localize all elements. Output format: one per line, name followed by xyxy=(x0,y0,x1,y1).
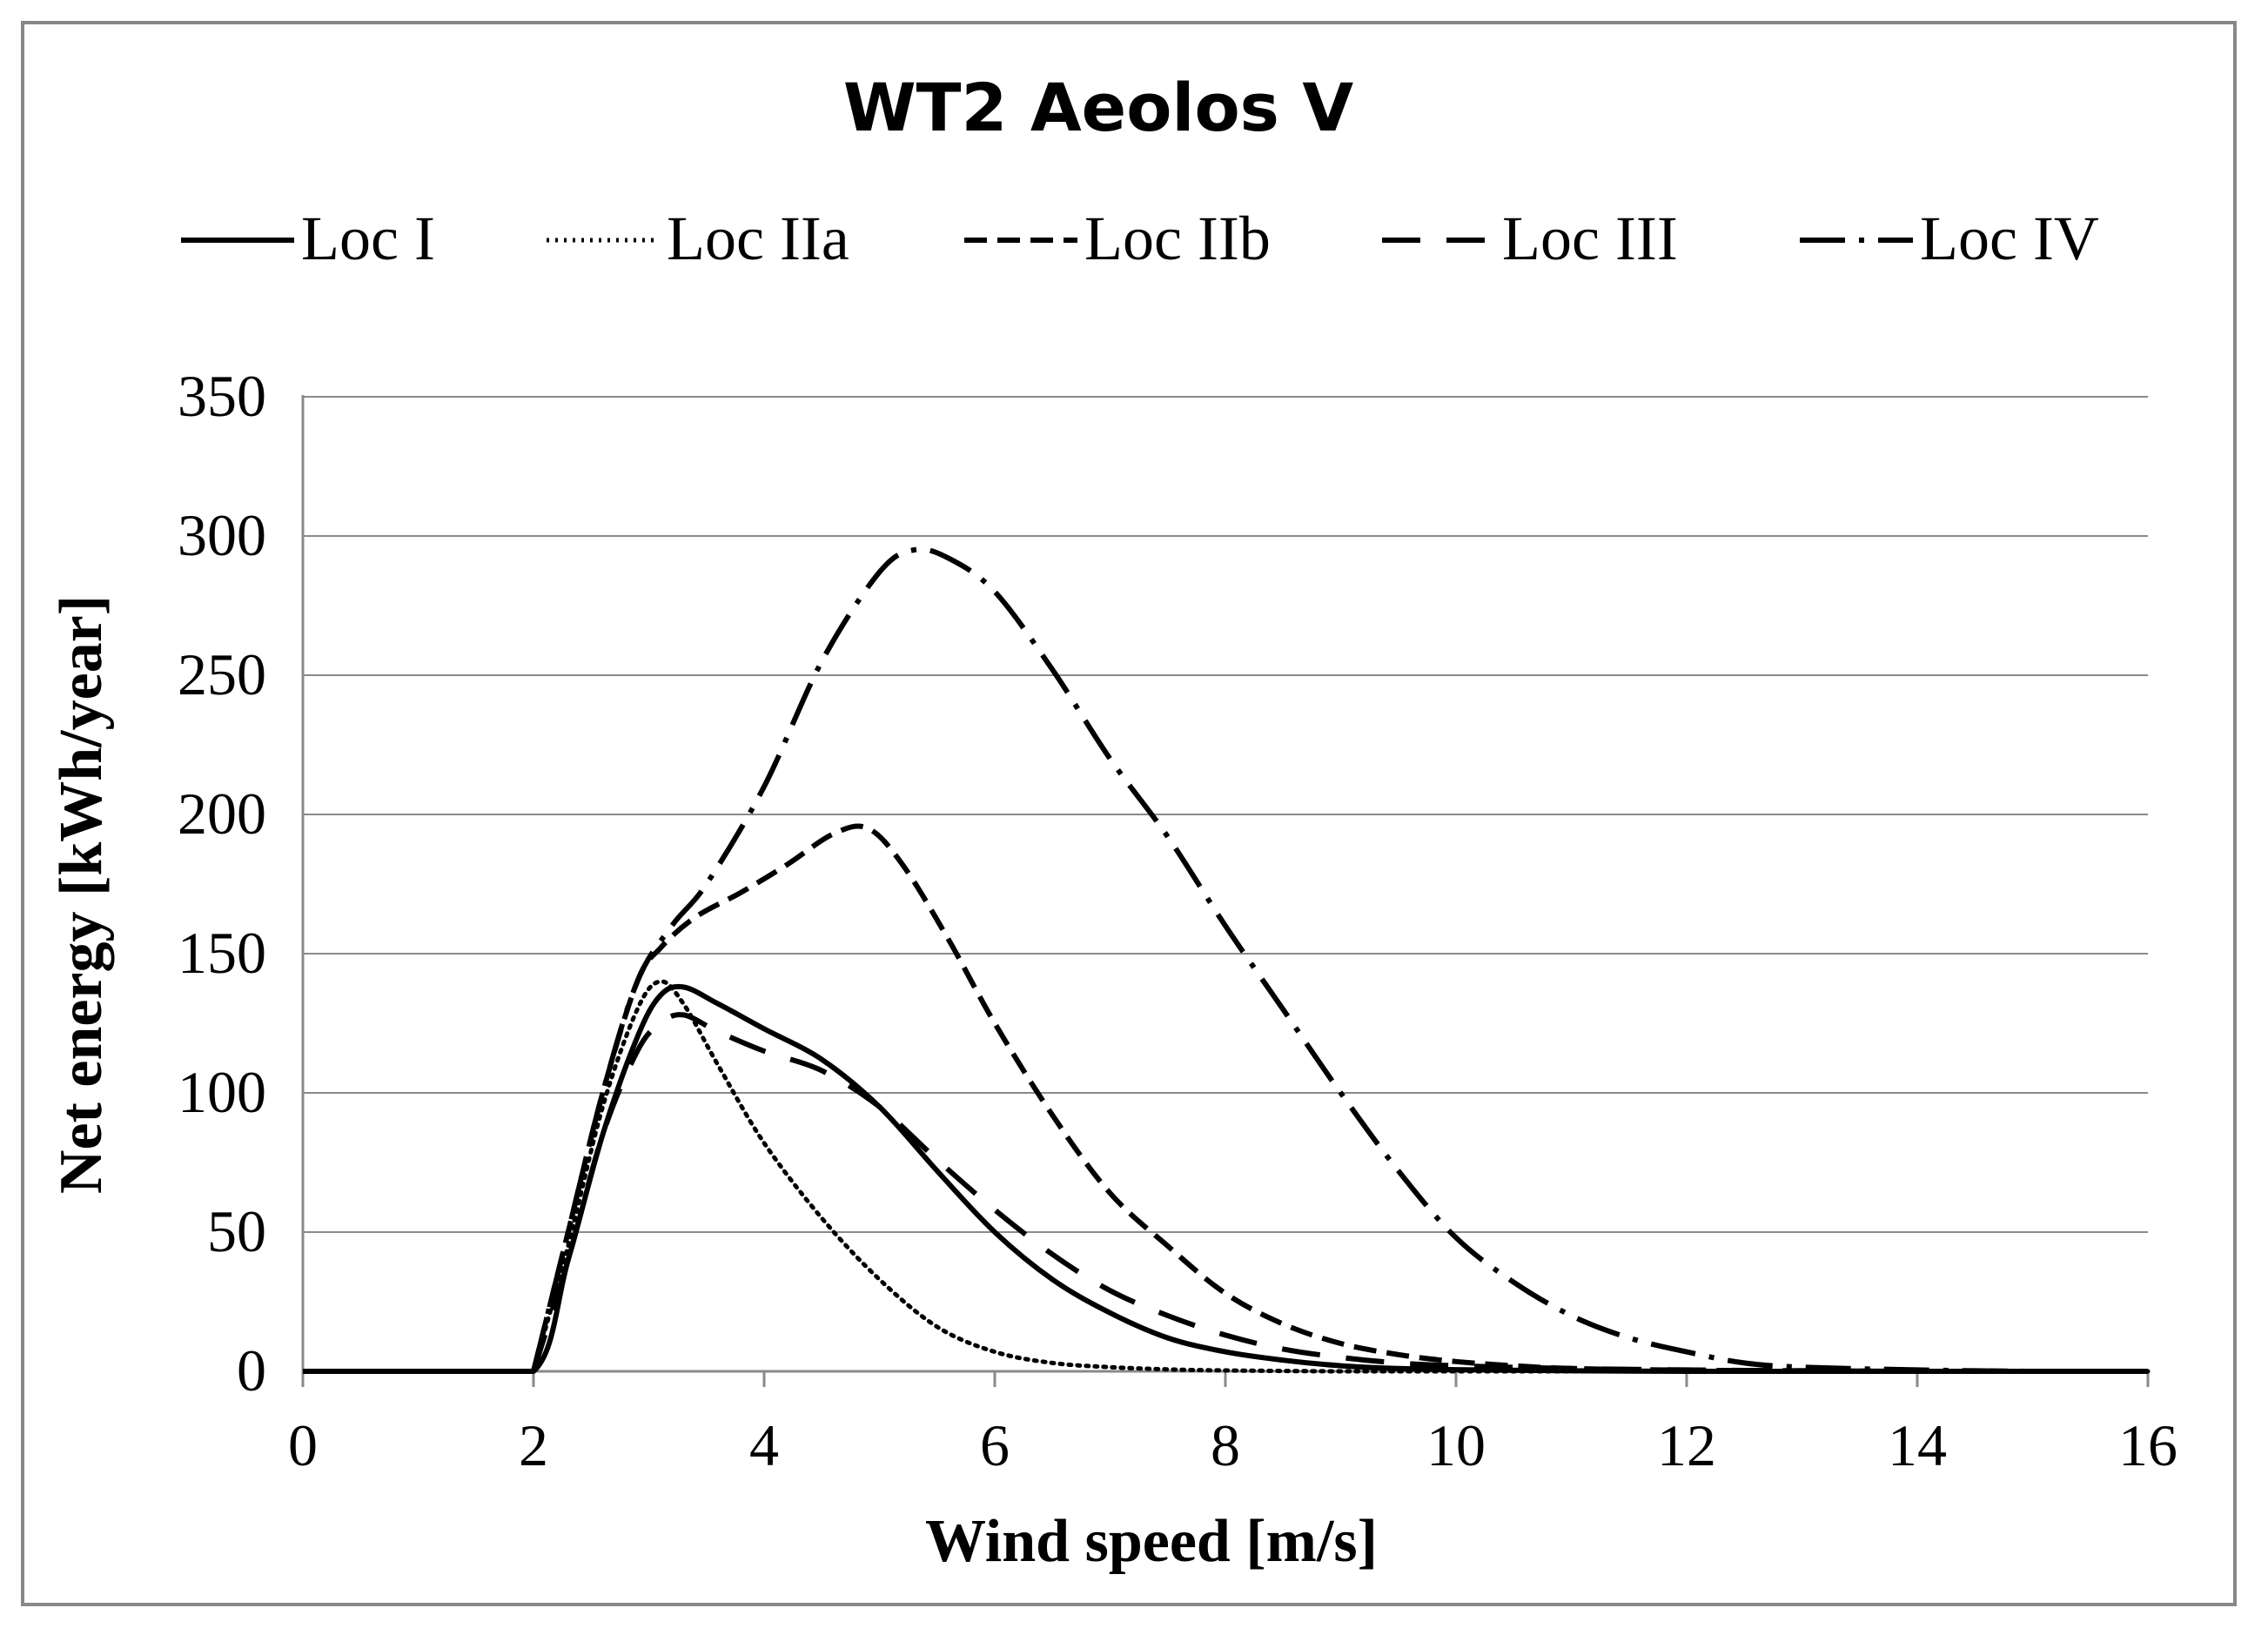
legend: Loc I Loc IIa Loc IIb Loc III Loc IV xyxy=(181,204,2099,273)
x-tick-label: 12 xyxy=(1657,1412,1716,1478)
y-tick-label: 100 xyxy=(178,1059,266,1125)
legend-label: Loc III xyxy=(1502,204,1678,273)
x-tick-label: 0 xyxy=(288,1412,318,1478)
y-tick-label: 350 xyxy=(178,363,266,429)
series-line-loc-iia xyxy=(531,979,2151,1374)
chart-svg: WT2 Aeolos V Loc I Loc IIa Loc IIb Loc III L… xyxy=(48,69,2177,1575)
x-tick-label: 6 xyxy=(980,1412,1010,1478)
legend-label: Loc IV xyxy=(1920,204,2099,273)
series-lines xyxy=(302,546,2151,1375)
x-tick-label: 10 xyxy=(1426,1412,1486,1478)
y-tick-label: 0 xyxy=(237,1337,266,1404)
y-tick-label: 300 xyxy=(178,502,266,568)
series-line-loc-iii xyxy=(531,1012,2148,1375)
x-axis-title: Wind speed [m/s] xyxy=(925,1508,1378,1575)
x-tick-label: 14 xyxy=(1888,1412,1947,1478)
y-tick-label: 150 xyxy=(178,920,266,986)
legend-item: Loc IIa xyxy=(547,204,849,273)
x-tick-label: 8 xyxy=(1211,1412,1240,1478)
y-tick-label: 50 xyxy=(207,1198,266,1264)
x-tick-label: 4 xyxy=(749,1412,779,1478)
tick-labels: 0 50 100 150 200 250 300 350 0 2 4 6 8 10 12 14 16 xyxy=(178,363,2177,1478)
y-tick-label: 200 xyxy=(178,781,266,847)
y-tick-label: 250 xyxy=(178,641,266,707)
series-line-loc-iib xyxy=(531,823,2148,1375)
legend-item: Loc III xyxy=(1382,204,1678,273)
series-line-loc-iv xyxy=(531,546,2148,1375)
legend-label: Loc I xyxy=(301,204,435,273)
gridlines xyxy=(303,396,2148,1233)
legend-item: Loc IV xyxy=(1800,204,2099,273)
x-tick-label: 16 xyxy=(2118,1412,2177,1478)
legend-label: Loc IIb xyxy=(1084,204,1271,273)
axes xyxy=(301,395,2150,1387)
y-axis-title: Net energy [kWh/year] xyxy=(48,595,115,1194)
x-tick-label: 2 xyxy=(519,1412,548,1478)
legend-item: Loc I xyxy=(181,204,435,273)
legend-item: Loc IIb xyxy=(964,204,1271,273)
chart-title: WT2 Aeolos V xyxy=(843,69,1354,146)
legend-label: Loc IIa xyxy=(667,204,849,273)
chart-frame: WT2 Aeolos V Loc I Loc IIa Loc IIb Loc III L… xyxy=(21,21,2237,1606)
